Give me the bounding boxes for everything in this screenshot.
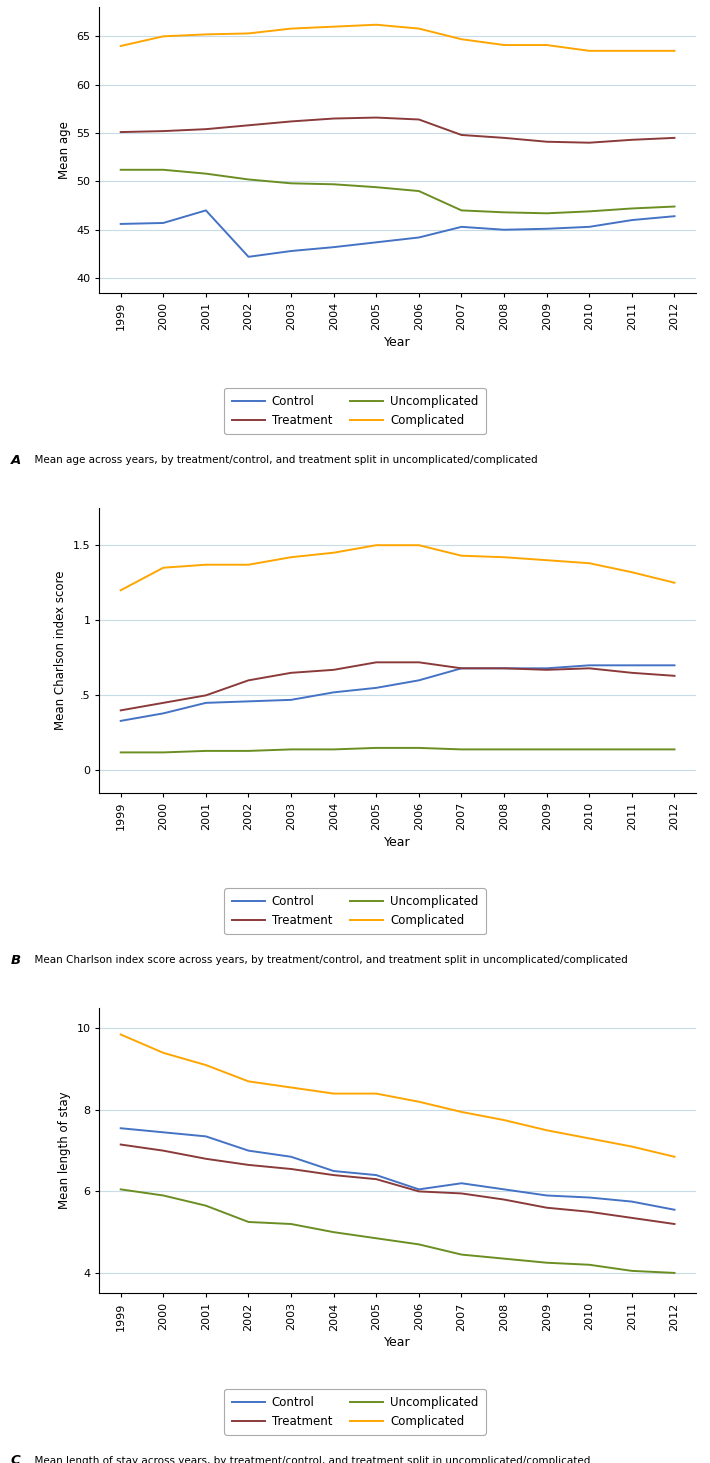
Y-axis label: Mean length of stay: Mean length of stay xyxy=(58,1091,71,1210)
Text: Mean Charlson index score across years, by treatment/control, and treatment spli: Mean Charlson index score across years, … xyxy=(28,955,628,966)
X-axis label: Year: Year xyxy=(384,335,411,348)
Legend: Control, Treatment, Uncomplicated, Complicated: Control, Treatment, Uncomplicated, Compl… xyxy=(224,888,486,935)
Y-axis label: Mean age: Mean age xyxy=(58,121,71,178)
X-axis label: Year: Year xyxy=(384,1336,411,1349)
Y-axis label: Mean Charlson index score: Mean Charlson index score xyxy=(54,571,67,730)
Text: C: C xyxy=(11,1454,21,1463)
Text: Mean age across years, by treatment/control, and treatment split in uncomplicate: Mean age across years, by treatment/cont… xyxy=(28,455,537,465)
X-axis label: Year: Year xyxy=(384,835,411,849)
Legend: Control, Treatment, Uncomplicated, Complicated: Control, Treatment, Uncomplicated, Compl… xyxy=(224,388,486,435)
Text: Mean length of stay across years, by treatment/control, and treatment split in u: Mean length of stay across years, by tre… xyxy=(28,1456,590,1463)
Text: B: B xyxy=(11,954,21,967)
Legend: Control, Treatment, Uncomplicated, Complicated: Control, Treatment, Uncomplicated, Compl… xyxy=(224,1388,486,1435)
Text: A: A xyxy=(11,454,21,467)
